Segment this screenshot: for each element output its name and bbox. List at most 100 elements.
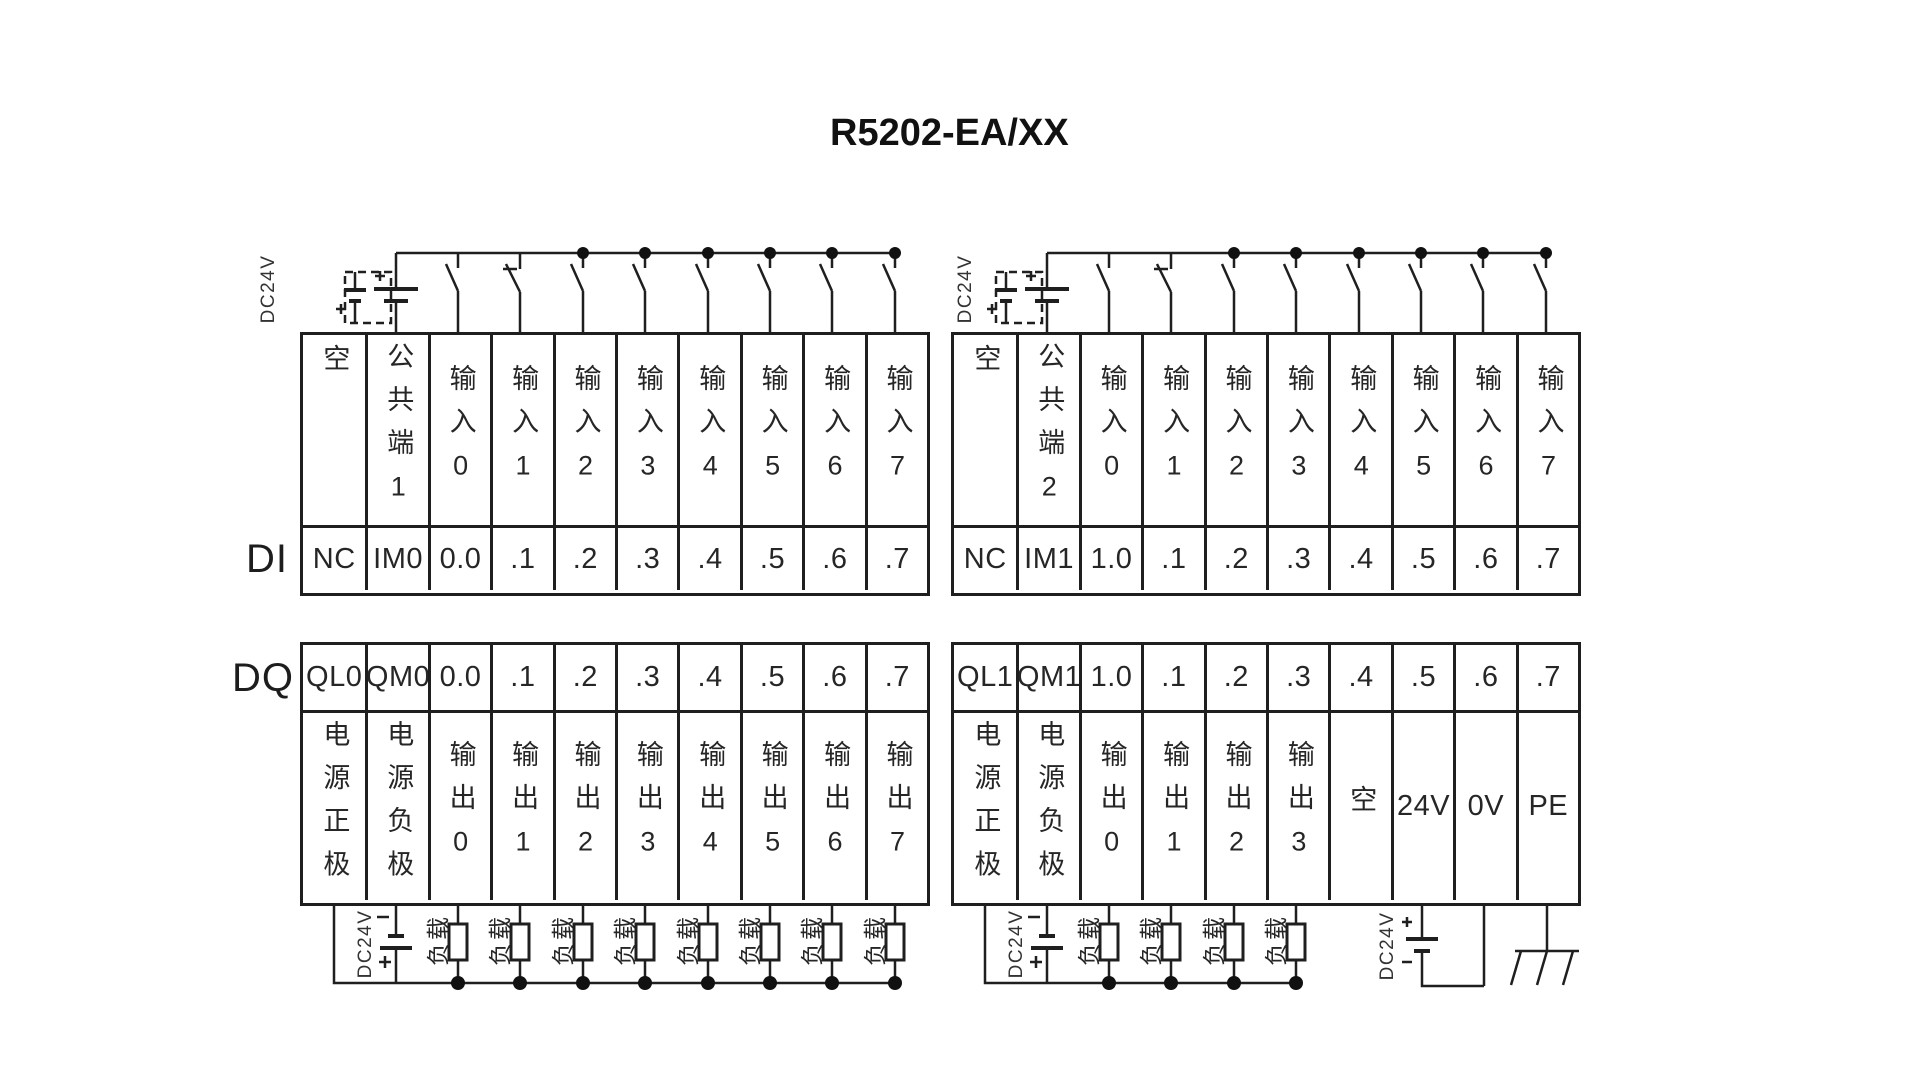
terminal-cell: QM0 [365,645,428,710]
plus-mark [1402,917,1412,927]
plus-mark [375,271,385,281]
dq-left-terminal-table: QL0 QM0 0.0 .1 .2 .3 .4 .5 .6 .7 电源正极 电源… [300,642,930,906]
dq-right-terminal-table: QL1 QM1 1.0 .1 .2 .3 .4 .5 .6 .7 电源正极 电源… [951,642,1581,906]
di-right-top-wiring [987,247,1552,336]
table-cell: 输入2 [552,335,615,525]
switch-contact-nc [503,253,522,336]
terminal-cell: IM0 [365,525,428,590]
terminal-cell: .4 [1328,525,1391,590]
plus-mark [336,304,346,314]
load-resistor [1285,922,1307,962]
junction-dot [1290,247,1302,259]
supply-battery-plates [1406,937,1438,953]
terminal-cell: .3 [1266,645,1328,710]
table-cell: 公共端2 [1016,335,1078,525]
junction-dot [451,976,465,990]
load-label: 负载 [799,914,825,966]
supply-battery-wire [1420,903,1486,988]
terminal-cell: QL1 [957,661,1014,693]
di-left-terminal-table: 空 公共端1 输入0 输入1 输入2 输入3 输入4 输入5 输入6 输入7 N… [300,332,930,596]
dashed-power-box [343,270,393,325]
junction-dot [577,247,589,259]
table-cell: 输出7 [864,710,927,900]
table-cell: PE [1515,710,1578,900]
table-cell: 输出6 [802,710,865,900]
terminal-cell: .1 [1141,645,1203,710]
table-cell: 0V [1453,710,1516,900]
dc24v-label: DC24V [955,254,976,324]
load-resistor [509,922,531,962]
junction-dot [1227,976,1241,990]
switch-contact [631,253,647,336]
table-cell: 空 [970,344,1001,388]
di-right-terminal-table: 空 公共端2 输入0 输入1 输入2 输入3 输入4 输入5 输入6 输入7 N… [951,332,1581,596]
table-cell: 输出4 [677,710,740,900]
terminal-cell: .3 [615,525,678,590]
table-cell: 公共端1 [365,335,427,525]
battery-plates [1025,287,1069,303]
terminal-cell: .7 [864,645,927,710]
plus-mark [379,956,391,968]
switch-contact [881,253,897,336]
load-resistor [697,922,719,962]
table-cell: 输入7 [1515,335,1578,525]
table-cell: 输入0 [1078,335,1141,525]
terminal-cell: .6 [802,525,865,590]
terminal-cell: .7 [864,525,927,590]
earth-ground-symbol [1509,903,1579,986]
load-label: 负载 [862,914,888,966]
switch-contact [569,253,585,336]
switch-contact [1345,253,1361,336]
table-cell: 输入7 [864,335,927,525]
terminal-cell: NC [954,525,1017,590]
terminal-cell: .2 [552,525,615,590]
table-cell: 空 [319,344,350,388]
plus-mark [1030,956,1042,968]
battery-plates [374,287,418,303]
junction-dot [576,976,590,990]
switch-contact [1532,253,1548,336]
junction-dot [825,976,839,990]
load-label: 负载 [1138,914,1164,966]
terminal-cell: .3 [1266,525,1329,590]
table-cell: 电源负极 [1016,710,1079,900]
table-cell: 输入0 [427,335,490,525]
terminal-cell: .5 [1390,645,1453,710]
load-resistor [1160,922,1182,962]
terminal-cell: IM1 [1016,525,1079,590]
junction-dot [1353,247,1365,259]
table-cell: 输入5 [739,335,802,525]
terminal-cell: .5 [1390,525,1454,590]
junction-dot [639,247,651,259]
table-cell: 输出1 [1141,710,1204,900]
terminal-cell: .6 [1453,645,1515,710]
load-label: 负载 [487,914,513,966]
terminal-cell: 0.0 [427,525,491,590]
terminal-cell: .2 [1203,645,1266,710]
dc24v-label: DC24V [1377,911,1398,981]
terminal-cell: .6 [802,645,864,710]
terminal-cell: 1.0 [1078,525,1142,590]
terminal-cell: .2 [552,645,615,710]
load-label: 负载 [612,914,638,966]
table-cell: 输出0 [1078,710,1142,900]
terminal-cell: 1.0 [1078,645,1141,710]
load-resistor [821,922,843,962]
plus-mark [1026,271,1036,281]
module-title: R5202-EA/XX [830,112,1069,154]
terminal-cell: NC [303,525,366,590]
table-cell: 输入1 [1141,335,1203,525]
di-section-label: DI [246,537,288,581]
junction-dot [1228,247,1240,259]
table-cell: 输入2 [1203,335,1266,525]
load-label: 负载 [737,914,763,966]
switch-contact [756,253,772,336]
terminal-cell: .1 [1141,525,1204,590]
junction-dot [1102,976,1116,990]
switch-contact [818,253,834,336]
dq-left-bottom-wiring [332,903,906,990]
dc24v-label: DC24V [1006,909,1027,979]
table-cell: 输入6 [1453,335,1515,525]
switch-contact [1220,253,1236,336]
